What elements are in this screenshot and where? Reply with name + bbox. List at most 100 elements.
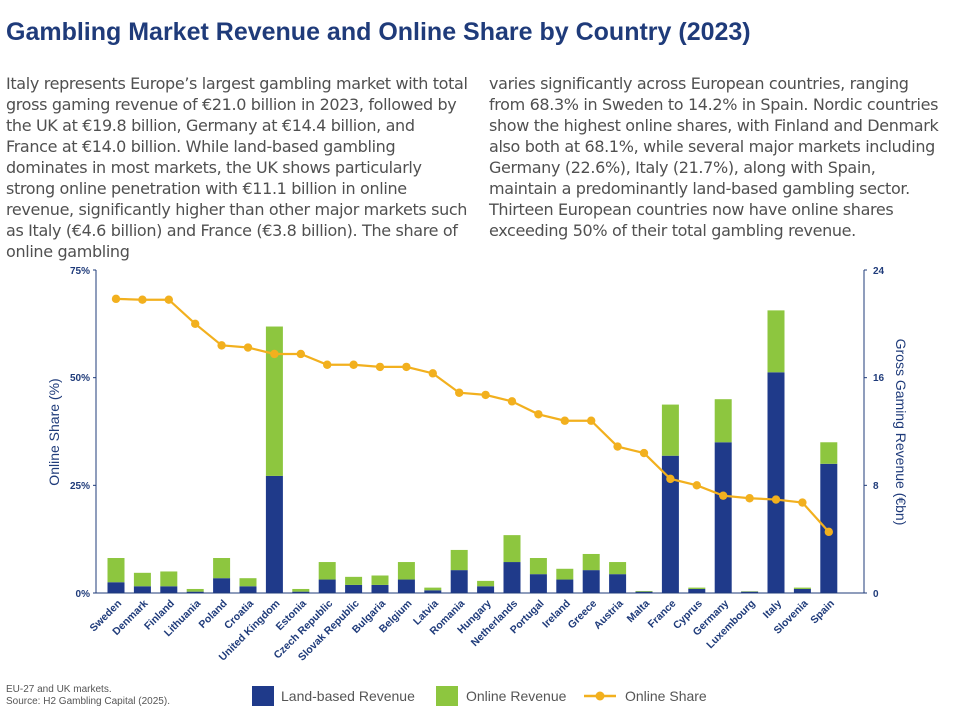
legend-swatch-online bbox=[436, 686, 458, 706]
chart: 0% 25% 50% 75% 0 8 16 24 Online Share (%… bbox=[46, 266, 909, 706]
bar-online bbox=[397, 562, 415, 580]
bar-online bbox=[213, 558, 231, 579]
scope-note: EU-27 and UK markets. bbox=[6, 684, 112, 695]
online-share-point bbox=[164, 295, 173, 304]
online-share-point bbox=[534, 410, 543, 419]
bar-online bbox=[133, 572, 151, 587]
online-share-point bbox=[270, 349, 279, 359]
bar-online bbox=[661, 404, 679, 456]
legend: Land-based Revenue Online Revenue Online… bbox=[252, 686, 707, 706]
bar-land-based bbox=[133, 586, 151, 593]
bar-land-based bbox=[345, 584, 363, 593]
bar-online bbox=[265, 326, 283, 476]
online-share-point bbox=[191, 319, 200, 329]
bar-online bbox=[186, 588, 204, 592]
online-share-point bbox=[428, 369, 437, 378]
y-right-tick: 8 bbox=[873, 481, 879, 492]
bar-land-based bbox=[265, 475, 283, 593]
page-title: Gambling Market Revenue and Online Share… bbox=[6, 18, 751, 46]
bar-land-based bbox=[741, 591, 759, 593]
bar-online bbox=[160, 571, 178, 587]
bar-online bbox=[556, 568, 574, 580]
x-tick-label: Italy bbox=[761, 598, 784, 621]
x-tick-label: Austria bbox=[592, 598, 626, 632]
bar-online bbox=[767, 310, 785, 373]
online-share-point bbox=[217, 341, 226, 350]
bar-land-based bbox=[397, 579, 415, 593]
online-share-point bbox=[560, 416, 569, 425]
bar-land-based bbox=[582, 570, 600, 593]
online-share-point bbox=[455, 388, 464, 397]
online-share-point bbox=[507, 397, 517, 406]
legend-label-share: Online Share bbox=[625, 688, 707, 704]
footnotes: EU-27 and UK markets. Source: H2 Gamblin… bbox=[6, 684, 170, 708]
bar-online bbox=[477, 580, 495, 587]
bar-online bbox=[503, 535, 521, 563]
bar-online bbox=[609, 562, 627, 575]
bar-land-based bbox=[609, 574, 627, 593]
y-left-tick: 75% bbox=[70, 266, 90, 277]
bar-online bbox=[371, 575, 389, 585]
bar-land-based bbox=[767, 372, 785, 593]
bar-land-based bbox=[503, 562, 521, 593]
y-right-tick: 24 bbox=[873, 266, 885, 277]
source-note: Source: H2 Gambling Capital (2025). bbox=[6, 696, 170, 707]
x-axis-labels: SwedenDenmarkFinlandLithuaniaPolandCroat… bbox=[88, 598, 837, 664]
legend-swatch-share-dot bbox=[595, 691, 605, 701]
y-left-tick: 25% bbox=[70, 481, 90, 492]
online-share-point bbox=[666, 474, 675, 484]
y-left-tick: 0% bbox=[76, 589, 91, 600]
bar-land-based bbox=[371, 584, 389, 593]
bar-online bbox=[345, 576, 363, 585]
online-share-point bbox=[375, 362, 385, 372]
bar-online bbox=[107, 558, 125, 583]
online-share-point bbox=[587, 416, 596, 425]
bar-online bbox=[714, 399, 732, 443]
bar-land-based bbox=[661, 455, 679, 593]
online-share-point bbox=[349, 360, 358, 369]
online-share-point bbox=[719, 491, 728, 500]
bar-land-based bbox=[556, 579, 574, 593]
bar-land-based bbox=[239, 586, 257, 593]
axes: 0% 25% 50% 75% 0 8 16 24 Online Share (%… bbox=[46, 266, 909, 600]
bar-land-based bbox=[424, 590, 442, 593]
bar-online bbox=[529, 558, 547, 575]
bar-online bbox=[450, 549, 468, 571]
bar-land-based bbox=[186, 591, 204, 593]
bar-land-based bbox=[477, 586, 495, 593]
y-right-tick: 16 bbox=[873, 373, 885, 384]
bar-online bbox=[820, 442, 838, 464]
bar-online bbox=[318, 562, 336, 580]
bar-online bbox=[424, 587, 442, 591]
online-share-point bbox=[481, 390, 490, 400]
bar-land-based bbox=[529, 574, 547, 593]
online-share-point bbox=[296, 349, 305, 359]
online-share-point bbox=[138, 295, 147, 304]
x-tick-label: Spain bbox=[808, 598, 837, 627]
bar-land-based bbox=[450, 570, 468, 593]
bar-land-based bbox=[318, 579, 336, 593]
y-right-tick: 0 bbox=[873, 589, 879, 600]
online-share-line bbox=[115, 297, 830, 533]
online-share-point bbox=[111, 294, 121, 304]
description-left: Italy represents Europe’s largest gambli… bbox=[6, 74, 468, 261]
bar-online bbox=[239, 578, 257, 587]
bar-land-based bbox=[793, 588, 811, 593]
bar-land-based bbox=[635, 591, 653, 593]
bar-land-based bbox=[714, 442, 732, 593]
online-share-point bbox=[639, 448, 649, 458]
y-left-tick: 50% bbox=[70, 373, 90, 384]
legend-label-online: Online Revenue bbox=[466, 688, 567, 704]
online-share-point bbox=[402, 362, 411, 372]
bar-land-based bbox=[292, 591, 310, 593]
bar-land-based bbox=[107, 582, 125, 593]
bar-land-based bbox=[688, 588, 706, 593]
bar-online bbox=[582, 553, 600, 571]
online-share-point bbox=[824, 527, 833, 537]
online-share-point bbox=[771, 495, 781, 504]
online-share-point bbox=[745, 494, 754, 503]
legend-swatch-land bbox=[252, 686, 274, 706]
y-left-axis-label: Online Share (%) bbox=[46, 378, 62, 485]
share-line bbox=[111, 294, 833, 537]
